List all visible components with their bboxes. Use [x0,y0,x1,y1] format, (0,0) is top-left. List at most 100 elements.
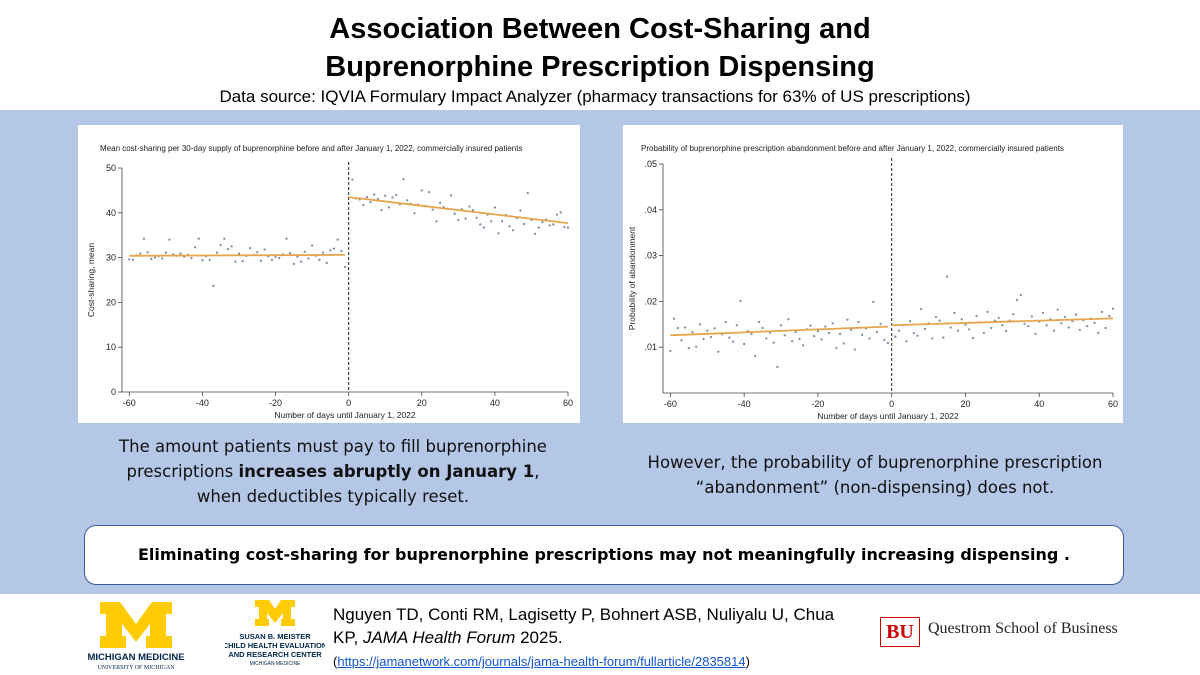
um-logo1-line2: UNIVERSITY OF MICHIGAN [97,665,175,671]
x-tick-label: 40 [1034,399,1044,409]
um-logo1-line1: MICHIGAN MEDICINE [87,652,184,663]
data-point [816,330,820,333]
citation-link[interactable]: https://jamanetwork.com/journals/jama-he… [337,654,746,669]
data-point [512,229,515,232]
data-point [1019,293,1022,297]
data-point [559,211,562,214]
data-point [555,213,559,216]
data-point [457,218,460,222]
data-point [362,204,365,207]
fit-line [348,196,569,224]
data-point [757,320,761,324]
chart-abandonment: Probability of buprenorphine prescriptio… [623,125,1123,423]
data-point [956,329,960,332]
data-point [1004,330,1008,333]
data-point [702,337,705,341]
data-point [329,249,332,252]
x-tick-label: -40 [738,399,751,409]
data-point [256,251,259,254]
data-point [739,299,742,303]
data-point [289,251,292,255]
y-tick-label: 30 [106,253,116,263]
y-axis-label: Cost-sharing, mean [86,243,96,317]
data-point [212,284,215,287]
y-tick-label: 40 [106,208,116,218]
data-point [219,243,222,247]
data-point [1078,328,1081,331]
data-point [471,208,475,212]
data-point [230,245,233,248]
data-point [835,346,838,350]
data-point [724,320,727,324]
y-tick-label: .05 [644,159,657,169]
data-point [1012,313,1015,316]
data-point [310,244,314,247]
data-point [967,328,971,331]
data-point [270,258,274,261]
data-point [1108,314,1111,318]
data-point [960,318,963,321]
data-point [912,331,915,335]
um-logo2-line4: MICHIGAN MEDICINE [250,661,302,667]
x-tick-label: 20 [417,398,427,408]
data-point [731,340,735,343]
data-point [508,225,511,228]
data-point [234,260,237,263]
data-point [1034,332,1037,336]
data-point [964,323,967,326]
data-point [750,332,753,336]
y-tick-label: .02 [644,296,657,306]
data-point [146,251,149,254]
data-point [161,257,164,260]
data-point [237,252,241,255]
chart-title: Mean cost-sharing per 30-day supply of b… [100,144,522,153]
data-point [332,247,336,250]
data-point [278,256,281,260]
data-point [343,265,347,269]
data-point [938,319,941,322]
x-axis-label: Number of days until January 1, 2022 [817,411,959,421]
data-point [285,237,288,240]
data-point [563,225,566,229]
data-point [501,220,504,223]
data-point [449,194,453,197]
data-point [787,318,790,321]
data-point [427,191,431,194]
data-point [380,208,383,212]
data-point [493,206,497,209]
data-point [680,339,683,342]
data-point [923,327,927,331]
data-point [1086,324,1089,328]
data-point [920,308,923,311]
data-point [831,322,834,325]
data-point [945,275,949,278]
data-point [526,191,529,195]
data-point [1045,324,1048,327]
caption-left-line1: The amount patients must pay to fill bup… [119,437,547,456]
data-point [742,342,746,346]
data-point [886,341,890,345]
data-point [552,223,555,226]
caption-left: The amount patients must pay to fill bup… [88,434,578,509]
data-point [384,194,387,197]
data-point [949,326,952,329]
data-point [365,195,369,199]
data-point [336,238,339,241]
data-point [997,316,1000,320]
data-point [717,350,720,353]
data-point [695,345,698,348]
data-point [931,337,934,340]
data-point [813,335,816,338]
data-point [548,224,551,227]
um-logo2-line2: CHILD HEALTH EVALUATION [225,641,325,650]
data-point [857,320,860,324]
data-point [438,201,442,205]
data-point [1001,324,1004,327]
data-point [431,208,434,211]
data-point [420,189,423,192]
x-tick-label: -60 [664,399,677,409]
data-point [373,193,376,196]
data-point [340,249,343,253]
data-point [1067,326,1070,329]
data-point [131,258,135,261]
